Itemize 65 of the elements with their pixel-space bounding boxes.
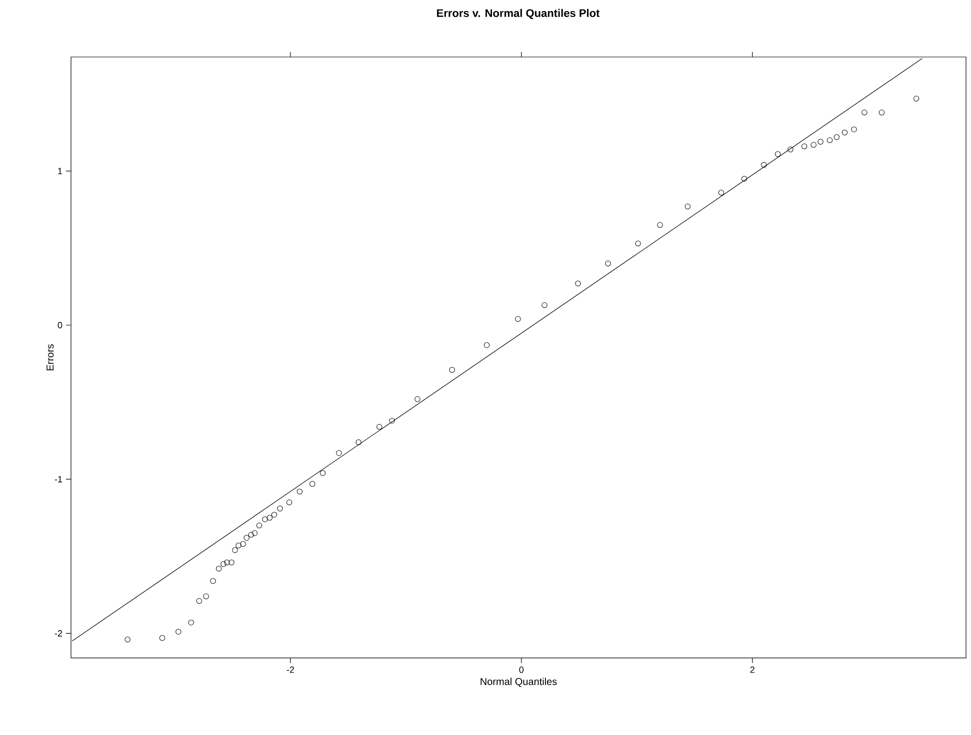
point xyxy=(878,110,885,116)
y-tick-label: -2 xyxy=(54,630,62,636)
point xyxy=(810,142,816,148)
point xyxy=(266,514,272,521)
x-tick-label: -2 xyxy=(286,666,294,673)
point xyxy=(124,636,130,642)
point xyxy=(376,424,382,430)
point xyxy=(605,260,611,266)
point xyxy=(356,439,362,446)
point xyxy=(188,620,194,626)
point xyxy=(449,366,455,373)
point xyxy=(244,534,250,541)
y-axis-title: Errors xyxy=(46,344,54,370)
point xyxy=(389,418,395,424)
point xyxy=(741,176,748,182)
point xyxy=(542,302,548,308)
point xyxy=(515,316,521,322)
point xyxy=(842,130,848,136)
point xyxy=(635,240,641,246)
point xyxy=(248,532,254,538)
point xyxy=(851,126,857,132)
point xyxy=(240,541,246,547)
x-tick-label: 2 xyxy=(750,666,754,673)
point xyxy=(256,522,262,528)
point xyxy=(575,280,581,286)
point xyxy=(718,190,724,196)
point xyxy=(210,578,216,584)
point xyxy=(228,560,234,566)
point xyxy=(818,138,824,145)
point xyxy=(484,342,490,348)
y-tick-label: -1 xyxy=(54,476,62,482)
y-tick-label: 1 xyxy=(58,168,62,174)
point xyxy=(232,547,238,553)
point xyxy=(336,450,342,456)
point xyxy=(320,470,326,476)
point xyxy=(196,598,202,604)
point xyxy=(236,542,242,548)
point xyxy=(801,144,808,150)
point xyxy=(286,499,292,506)
point xyxy=(271,512,278,518)
point xyxy=(834,134,840,140)
x-tick-label: 0 xyxy=(519,666,524,673)
chart-title: Errors v. Normal Quantiles Plot xyxy=(437,8,600,20)
point xyxy=(310,481,316,487)
point xyxy=(203,593,209,600)
point xyxy=(761,162,767,168)
point xyxy=(224,560,230,566)
point xyxy=(914,96,920,102)
point xyxy=(220,561,226,567)
point xyxy=(657,222,663,228)
point xyxy=(774,151,781,157)
point xyxy=(684,204,691,210)
point xyxy=(414,396,420,402)
point xyxy=(862,110,868,116)
x-axis-title: Normal Quantiles xyxy=(480,678,557,687)
point xyxy=(296,488,303,494)
point xyxy=(216,566,222,572)
point xyxy=(788,146,794,152)
point xyxy=(262,516,268,522)
point xyxy=(176,628,182,635)
point xyxy=(252,530,258,536)
y-tick-label: 0 xyxy=(58,322,62,328)
point xyxy=(826,137,833,144)
point xyxy=(277,506,283,512)
point xyxy=(159,635,166,641)
